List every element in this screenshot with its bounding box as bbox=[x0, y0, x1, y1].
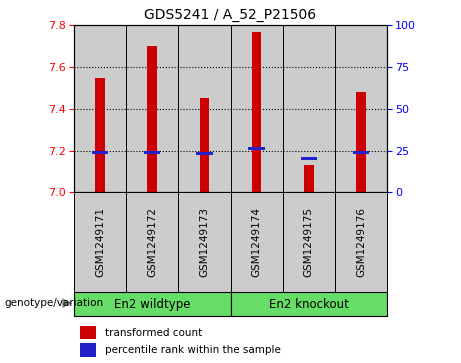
Bar bbox=[144, 151, 160, 154]
Bar bbox=[248, 147, 265, 150]
Text: En2 knockout: En2 knockout bbox=[269, 298, 349, 310]
Bar bbox=[230, 25, 283, 192]
Bar bbox=[252, 32, 261, 192]
Bar bbox=[92, 151, 108, 154]
Bar bbox=[80, 343, 96, 357]
Bar bbox=[95, 78, 105, 192]
Text: GSM1249172: GSM1249172 bbox=[147, 207, 157, 277]
Title: GDS5241 / A_52_P21506: GDS5241 / A_52_P21506 bbox=[144, 8, 317, 22]
Bar bbox=[335, 25, 387, 192]
Bar bbox=[196, 152, 213, 155]
Bar bbox=[126, 192, 178, 292]
Text: GSM1249174: GSM1249174 bbox=[252, 207, 262, 277]
Bar bbox=[74, 192, 126, 292]
Bar bbox=[178, 192, 230, 292]
Text: GSM1249175: GSM1249175 bbox=[304, 207, 314, 277]
Text: GSM1249173: GSM1249173 bbox=[199, 207, 209, 277]
Polygon shape bbox=[62, 298, 72, 308]
Bar bbox=[178, 25, 230, 192]
Bar bbox=[301, 157, 317, 160]
Bar bbox=[356, 92, 366, 192]
Text: GSM1249176: GSM1249176 bbox=[356, 207, 366, 277]
Text: transformed count: transformed count bbox=[105, 327, 202, 338]
Bar bbox=[283, 25, 335, 192]
Text: GSM1249171: GSM1249171 bbox=[95, 207, 105, 277]
Text: En2 wildtype: En2 wildtype bbox=[114, 298, 190, 310]
Bar bbox=[126, 25, 178, 192]
Text: genotype/variation: genotype/variation bbox=[5, 298, 104, 308]
Bar bbox=[335, 192, 387, 292]
Bar bbox=[148, 46, 157, 192]
Bar bbox=[283, 192, 335, 292]
Bar bbox=[200, 98, 209, 192]
Text: percentile rank within the sample: percentile rank within the sample bbox=[105, 345, 281, 355]
Bar bbox=[230, 192, 283, 292]
Bar bbox=[80, 326, 96, 339]
Bar bbox=[74, 292, 230, 316]
Bar bbox=[74, 25, 126, 192]
Bar bbox=[304, 165, 313, 192]
Bar bbox=[353, 151, 369, 154]
Bar bbox=[230, 292, 387, 316]
